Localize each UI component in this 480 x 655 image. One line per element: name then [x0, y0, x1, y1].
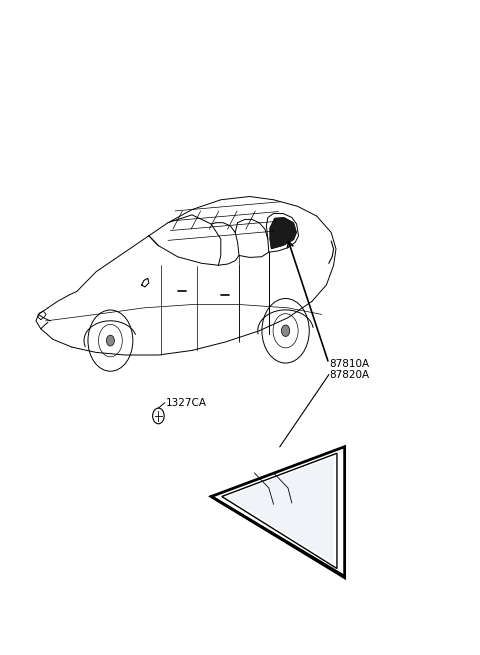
Text: 87820A: 87820A	[329, 369, 369, 380]
Text: 87810A: 87810A	[329, 358, 369, 369]
Polygon shape	[227, 457, 334, 563]
Circle shape	[107, 335, 114, 346]
Text: 1327CA: 1327CA	[166, 398, 206, 408]
Polygon shape	[270, 217, 297, 249]
Circle shape	[281, 325, 290, 337]
